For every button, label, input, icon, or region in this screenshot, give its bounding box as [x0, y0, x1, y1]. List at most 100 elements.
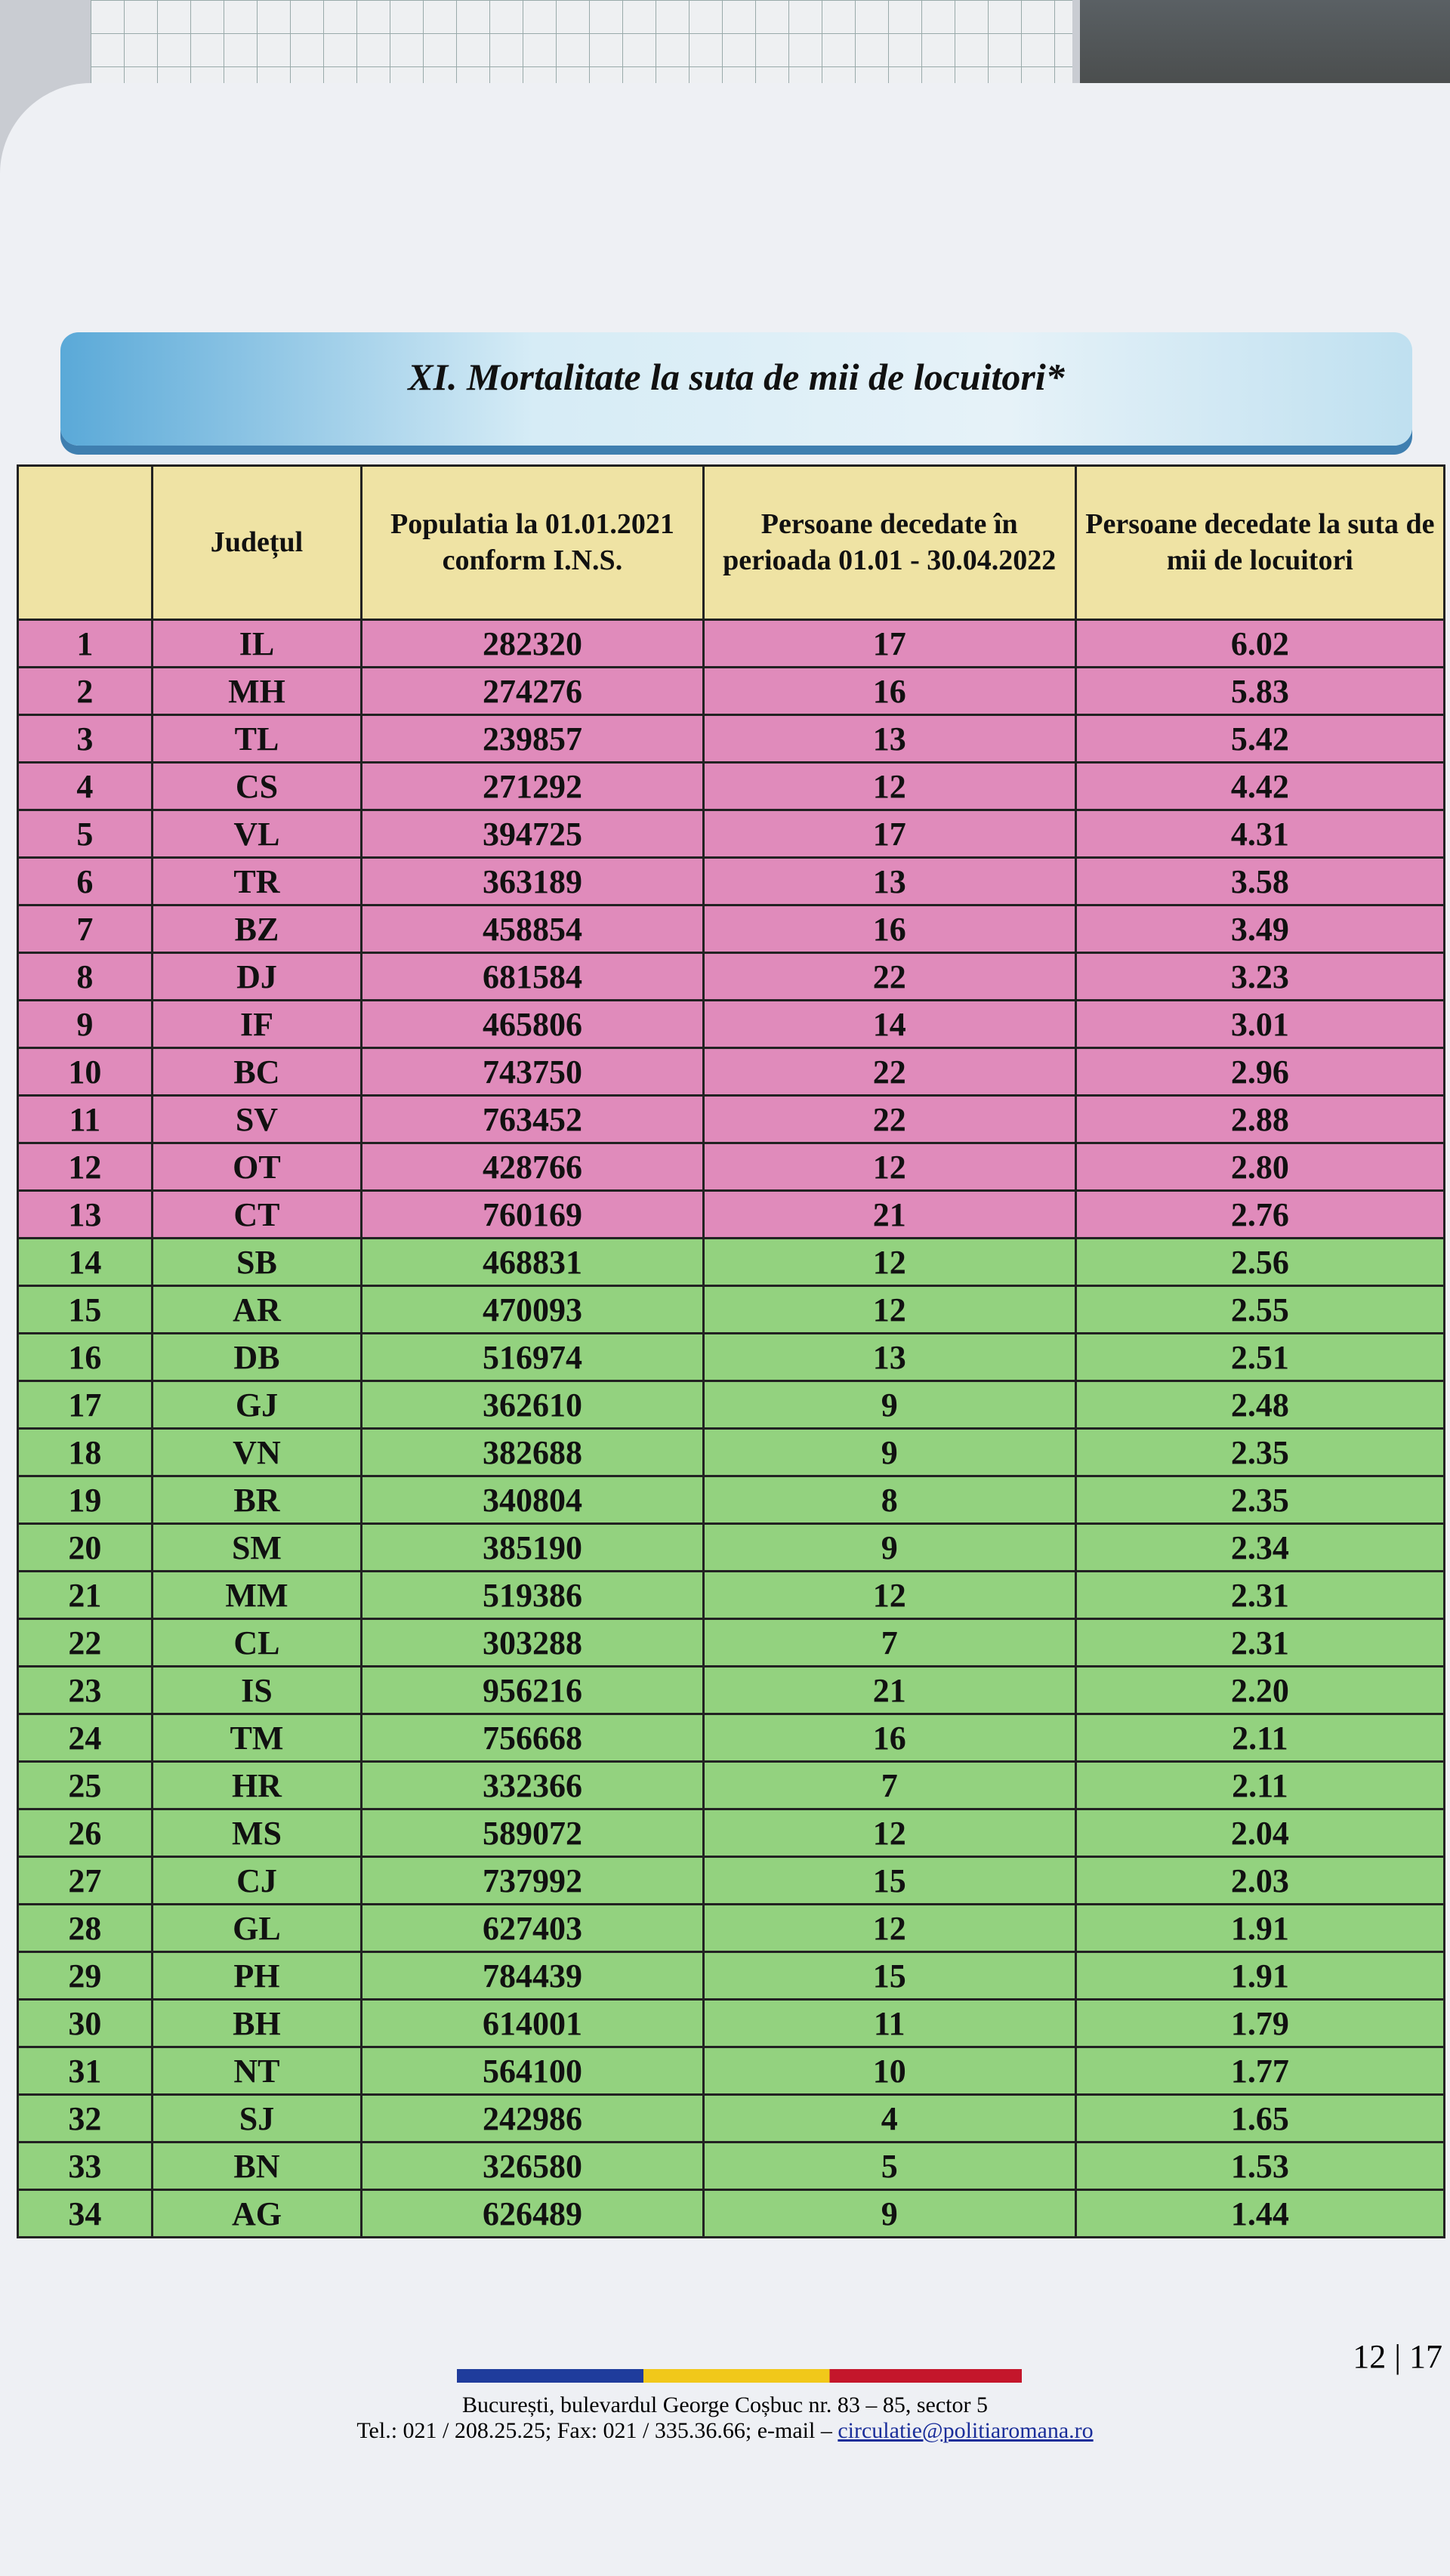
table-row: 25 HR 332366 7 2.11	[17, 1760, 1446, 1810]
table-cell: 1.91	[1074, 1903, 1446, 1953]
table-row: 23 IS 956216 21 2.20	[17, 1665, 1446, 1715]
table-cell: 13	[702, 1332, 1077, 1382]
table-cell: 15	[702, 1951, 1077, 2001]
table-cell: 12	[702, 1237, 1077, 1287]
data-table: Județul Populatia la 01.01.2021 conform …	[17, 464, 1446, 2238]
table-row: 11 SV 763452 22 2.88	[17, 1094, 1446, 1144]
table-cell: IL	[150, 619, 363, 668]
address: București, bulevardul George Coșbuc nr. …	[462, 2392, 988, 2417]
table-cell: VL	[150, 809, 363, 859]
table-cell: 3	[17, 714, 153, 764]
table-cell: 17	[702, 809, 1077, 859]
table-row: 8 DJ 681584 22 3.23	[17, 952, 1446, 1001]
table-cell: 737992	[360, 1856, 705, 1905]
table-cell: MH	[150, 666, 363, 716]
table-cell: 22	[702, 952, 1077, 1001]
table-cell: 19	[17, 1475, 153, 1525]
table-cell: 22	[17, 1618, 153, 1667]
table-cell: 589072	[360, 1808, 705, 1858]
table-cell: 4	[17, 761, 153, 811]
table-cell: 5	[702, 2141, 1077, 2191]
table-row: 17 GJ 362610 9 2.48	[17, 1380, 1446, 1430]
contact-text: Tel.: 021 / 208.25.25; Fax: 021 / 335.36…	[356, 2418, 838, 2443]
table-cell: 763452	[360, 1094, 705, 1144]
table-cell: 15	[702, 1856, 1077, 1905]
header-cell	[17, 464, 153, 621]
table-cell: 7	[702, 1760, 1077, 1810]
table-cell: 242986	[360, 2093, 705, 2143]
flag-bar	[457, 2369, 1022, 2383]
table-cell: AG	[150, 2189, 363, 2238]
table-cell: 4	[702, 2093, 1077, 2143]
table-cell: 14	[702, 999, 1077, 1049]
table-cell: 2.03	[1074, 1856, 1446, 1905]
table-cell: 9	[702, 1427, 1077, 1477]
table-row: 19 BR 340804 8 2.35	[17, 1475, 1446, 1525]
table-cell: 3.01	[1074, 999, 1446, 1049]
table-cell: 394725	[360, 809, 705, 859]
table-cell: 784439	[360, 1951, 705, 2001]
table-row: 34 AG 626489 9 1.44	[17, 2189, 1446, 2238]
table-cell: 32	[17, 2093, 153, 2143]
table-cell: 14	[17, 1237, 153, 1287]
table-cell: 11	[702, 1998, 1077, 2048]
table-cell: 2.51	[1074, 1332, 1446, 1382]
table-cell: GJ	[150, 1380, 363, 1430]
table-cell: 5.42	[1074, 714, 1446, 764]
table-cell: 614001	[360, 1998, 705, 2048]
table-cell: 4.31	[1074, 809, 1446, 859]
email-link[interactable]: circulatie@politiaromana.ro	[838, 2418, 1094, 2443]
table-cell: MS	[150, 1808, 363, 1858]
table-cell: 2.11	[1074, 1760, 1446, 1810]
table-cell: 1.91	[1074, 1951, 1446, 2001]
table-cell: 1.65	[1074, 2093, 1446, 2143]
table-cell: GL	[150, 1903, 363, 1953]
table-cell: 13	[702, 714, 1077, 764]
table-cell: 2.55	[1074, 1285, 1446, 1334]
table-cell: 465806	[360, 999, 705, 1049]
table-cell: SB	[150, 1237, 363, 1287]
table-cell: 15	[17, 1285, 153, 1334]
table-cell: HR	[150, 1760, 363, 1810]
table-cell: 2.35	[1074, 1427, 1446, 1477]
table-cell: 1.44	[1074, 2189, 1446, 2238]
table-cell: 9	[17, 999, 153, 1049]
table-cell: 28	[17, 1903, 153, 1953]
table-cell: 382688	[360, 1427, 705, 1477]
table-cell: 21	[17, 1570, 153, 1620]
table-cell: MM	[150, 1570, 363, 1620]
table-cell: 1.77	[1074, 2046, 1446, 2096]
table-cell: 6	[17, 856, 153, 906]
table-cell: 31	[17, 2046, 153, 2096]
table-cell: 468831	[360, 1237, 705, 1287]
table-row: 12 OT 428766 12 2.80	[17, 1142, 1446, 1192]
table-cell: 5	[17, 809, 153, 859]
table-cell: 10	[702, 2046, 1077, 2096]
table-cell: 7	[702, 1618, 1077, 1667]
table-cell: 626489	[360, 2189, 705, 2238]
table-cell: 12	[702, 1285, 1077, 1334]
table-cell: AR	[150, 1285, 363, 1334]
table-cell: 519386	[360, 1570, 705, 1620]
table-cell: 21	[702, 1189, 1077, 1239]
title: XI. Mortalitate la suta de mii de locuit…	[408, 356, 1065, 398]
table-cell: 681584	[360, 952, 705, 1001]
table-cell: 362610	[360, 1380, 705, 1430]
table-cell: 12	[702, 761, 1077, 811]
table-cell: IS	[150, 1665, 363, 1715]
table-cell: 332366	[360, 1760, 705, 1810]
table-cell: SM	[150, 1522, 363, 1572]
table-cell: 13	[17, 1189, 153, 1239]
table-cell: 326580	[360, 2141, 705, 2191]
table-cell: 8	[702, 1475, 1077, 1525]
table-cell: 12	[702, 1142, 1077, 1192]
table-cell: 274276	[360, 666, 705, 716]
contact: Tel.: 021 / 208.25.25; Fax: 021 / 335.36…	[0, 2418, 1450, 2444]
table-cell: 2.20	[1074, 1665, 1446, 1715]
table-cell: 340804	[360, 1475, 705, 1525]
table-row: 5 VL 394725 17 4.31	[17, 809, 1446, 859]
table-cell: 2.31	[1074, 1570, 1446, 1620]
table-row: 31 NT 564100 10 1.77	[17, 2046, 1446, 2096]
table-cell: 2.76	[1074, 1189, 1446, 1239]
